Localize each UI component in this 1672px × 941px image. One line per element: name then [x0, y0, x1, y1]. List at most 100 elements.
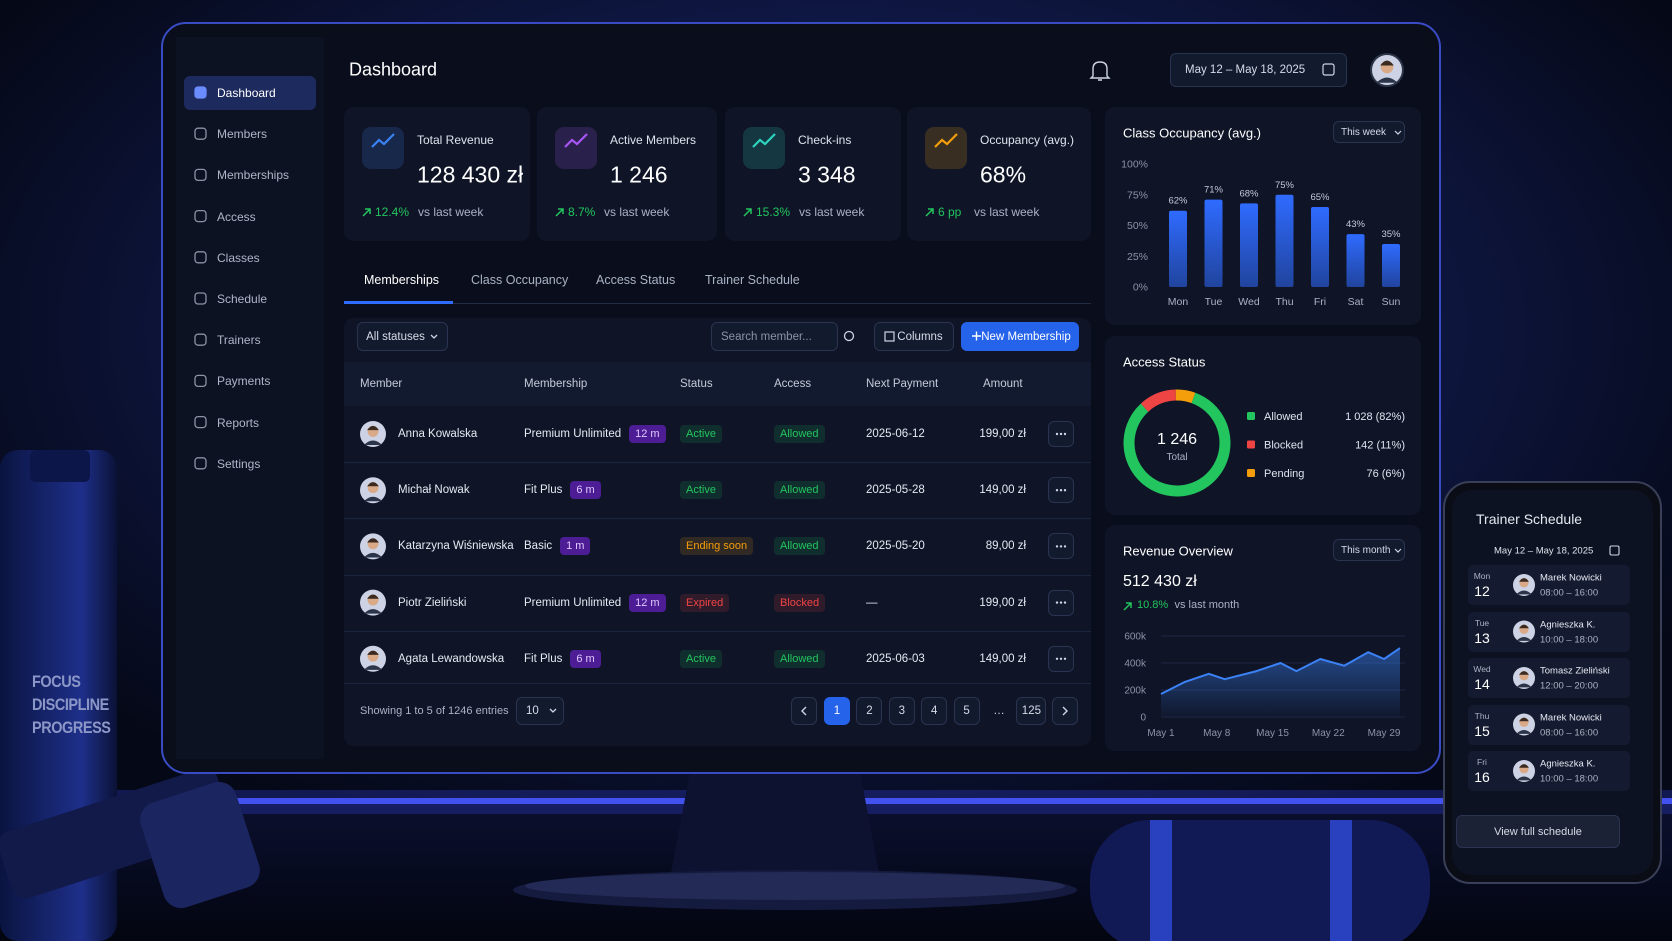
period-select[interactable]: This week: [1333, 121, 1405, 143]
trainer-name: Marek Nowicki: [1540, 572, 1602, 584]
row-divider: [344, 630, 1091, 632]
page-next[interactable]: [1052, 697, 1078, 725]
term-badge: 6 m: [570, 649, 601, 668]
filter-select[interactable]: All statuses: [357, 322, 448, 351]
tab-underline: [344, 301, 453, 304]
kpi-icon-box: [555, 127, 597, 169]
row-actions[interactable]: [1048, 589, 1074, 616]
sidebar-item[interactable]: Members: [184, 117, 316, 151]
tab[interactable]: Trainer Schedule: [705, 273, 800, 287]
chart-card: Revenue Overview This month 512 430 zł 10.8…: [1105, 525, 1421, 751]
kpi-note: vs last week: [974, 205, 1040, 219]
page-prev[interactable]: [791, 697, 817, 725]
row-actions[interactable]: [1048, 477, 1074, 504]
access-badge: Allowed: [774, 537, 825, 556]
date-range-picker[interactable]: May 12 – May 18, 2025: [1170, 53, 1347, 87]
trainer-time: 10:00 – 18:00: [1540, 634, 1599, 645]
kpi-change: 12.4%: [375, 205, 410, 219]
page-button[interactable]: 4: [921, 697, 948, 725]
period-text: This month: [1341, 544, 1391, 556]
trainer-time: 08:00 – 16:00: [1540, 727, 1599, 738]
member-name: Piotr Zieliński: [398, 596, 467, 609]
next-payment: 2025-06-12: [866, 428, 925, 440]
kpi-value: 128 430 zł: [417, 161, 524, 188]
kpi-card: Total Revenue 128 430 zł 12.4% vs last week: [344, 107, 530, 241]
sidebar-label: Memberships: [217, 168, 290, 183]
sidebar-item[interactable]: Dashboard: [184, 76, 316, 110]
schedule-card: [1468, 611, 1630, 652]
page-button[interactable]: 125: [1016, 697, 1047, 725]
row-actions[interactable]: [1048, 645, 1074, 672]
page-button[interactable]: 5: [953, 697, 980, 725]
page-button[interactable]: 3: [888, 697, 915, 725]
view-schedule-button[interactable]: View full schedule: [1456, 815, 1620, 848]
term-badge: 1 m: [560, 537, 591, 556]
phone-title: Trainer Schedule: [1476, 511, 1583, 527]
membership-name: Fit Plus: [524, 652, 563, 665]
column-header: Member: [360, 378, 403, 390]
search-input[interactable]: Search member...: [711, 322, 838, 351]
row-divider: [344, 574, 1091, 576]
column-header: Status: [680, 378, 713, 390]
kpi-value: 3 348: [798, 161, 856, 188]
phone-date-range: May 12 – May 18, 2025: [1494, 545, 1594, 557]
page-button[interactable]: …: [986, 697, 1012, 725]
tab[interactable]: Memberships: [364, 273, 440, 287]
sidebar-item[interactable]: Access: [184, 200, 316, 234]
schedule-date: 12: [1474, 583, 1490, 599]
tab[interactable]: Access Status: [596, 273, 676, 287]
sidebar-item[interactable]: Schedule: [184, 282, 316, 316]
bottle-text: PROGRESS: [32, 718, 111, 737]
membership-name: Premium Unlimited: [524, 596, 622, 609]
trainer-time: 08:00 – 16:00: [1540, 587, 1599, 599]
bottle-text: DISCIPLINE: [32, 695, 109, 714]
column-header: Amount: [983, 378, 1023, 390]
sidebar-item[interactable]: Classes: [184, 241, 316, 275]
kpi-note: vs last week: [418, 205, 484, 219]
sidebar-item[interactable]: Payments: [184, 364, 316, 398]
revenue-total: 512 430 zł: [1123, 573, 1197, 590]
member-name: Anna Kowalska: [398, 428, 478, 440]
kpi-value: 1 246: [610, 161, 668, 188]
schedule-card: [1468, 751, 1630, 791]
sidebar-label: Access: [217, 209, 256, 224]
amount: 149,00 zł: [979, 484, 1026, 497]
page-number: 125: [1021, 705, 1041, 717]
sidebar-label: Dashboard: [217, 86, 276, 100]
kpi-label: Total Revenue: [417, 133, 494, 147]
chart-title: Class Occupancy (avg.): [1123, 125, 1261, 141]
schedule-day: Mon: [1473, 571, 1491, 581]
page-button[interactable]: 1: [824, 697, 850, 725]
sidebar-item[interactable]: Reports: [184, 406, 316, 440]
trainer-name: Marek Nowicki: [1540, 712, 1602, 723]
member-name: Agata Lewandowska: [398, 652, 505, 665]
page-number: 2: [866, 705, 873, 717]
table-panel: All statuses Search member... Columns New M…: [344, 318, 1091, 746]
tab[interactable]: Class Occupancy: [471, 273, 569, 287]
trainer-name: Tomasz Zieliński: [1540, 665, 1610, 677]
period-select[interactable]: This month: [1333, 539, 1405, 561]
membership-cell: Premium Unlimited 12 m: [524, 425, 666, 443]
sidebar-item[interactable]: Trainers: [184, 323, 316, 357]
new-membership-button[interactable]: New Membership: [961, 322, 1079, 351]
schedule-card: [1468, 658, 1630, 698]
access-badge: Blocked: [774, 593, 826, 612]
access-badge: Allowed: [774, 425, 825, 443]
row-actions[interactable]: [1048, 533, 1074, 560]
new-membership-text: New Membership: [981, 330, 1071, 343]
kpi-note: vs last week: [799, 205, 865, 219]
page-size-select[interactable]: 10: [516, 697, 564, 725]
sidebar-item[interactable]: Memberships: [184, 158, 316, 192]
membership-cell: Basic 1 m: [524, 537, 591, 556]
page-number: 5: [963, 705, 970, 717]
chart-title: Revenue Overview: [1123, 543, 1233, 559]
columns-button[interactable]: Columns: [874, 322, 954, 351]
pagination-summary: Showing 1 to 5 of 1246 entries: [360, 705, 509, 717]
row-actions[interactable]: [1048, 421, 1074, 447]
amount: 199,00 zł: [979, 428, 1026, 440]
trainer-name: Agnieszka K.: [1540, 758, 1596, 770]
tab-divider: [344, 303, 1091, 304]
page-button[interactable]: 2: [856, 697, 883, 725]
sidebar-item[interactable]: Settings: [184, 447, 316, 481]
